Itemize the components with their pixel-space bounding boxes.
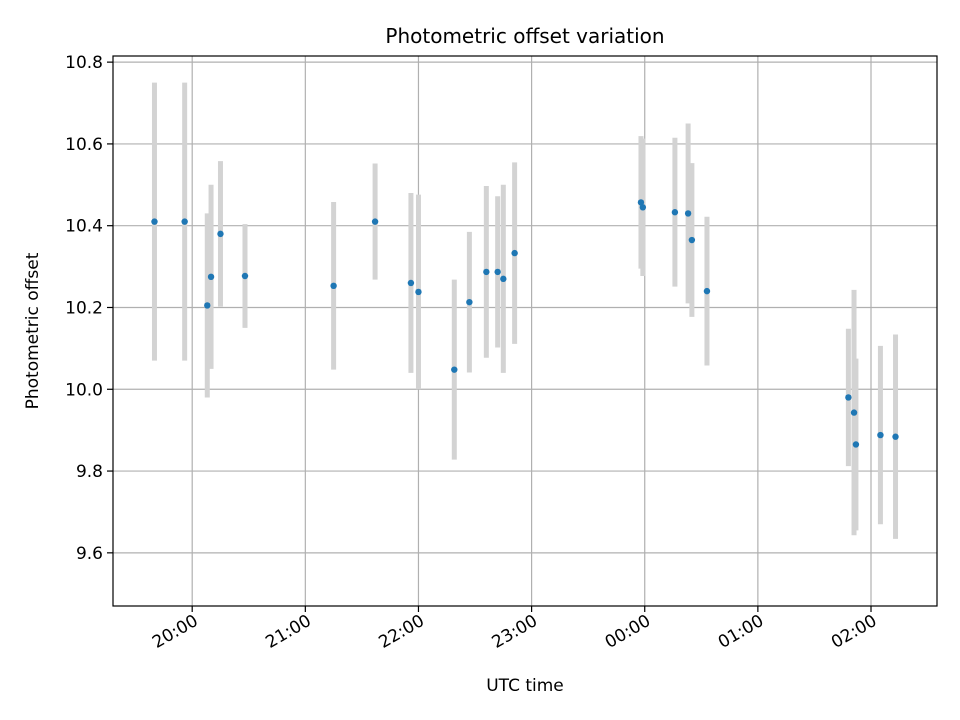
data-point: [330, 282, 337, 290]
y-axis: 9.6 9.8 10.0 10.2 10.4 10.6 10.8: [65, 53, 113, 564]
data-point: [877, 431, 884, 439]
y-tick-label: 10.2: [65, 298, 103, 318]
grid: [113, 56, 937, 606]
data-point: [181, 218, 188, 225]
y-tick-label: 10.6: [65, 135, 103, 155]
chart-title: Photometric offset variation: [385, 24, 664, 48]
data-point: [241, 272, 249, 280]
data-point: [850, 409, 858, 416]
y-tick-label: 10.0: [65, 380, 103, 400]
x-axis-label: UTC time: [486, 676, 564, 696]
y-tick-label: 10.8: [65, 53, 103, 73]
data-point: [483, 268, 490, 276]
data-point: [494, 268, 501, 276]
data-point: [500, 275, 507, 283]
data-point: [466, 298, 473, 306]
y-tick-label: 9.6: [76, 544, 103, 564]
data-point: [204, 302, 211, 309]
data-point: [371, 218, 379, 225]
data-point: [688, 236, 696, 244]
data-point: [639, 204, 647, 211]
data-point: [451, 366, 458, 373]
data-point: [511, 249, 518, 257]
data-point: [852, 441, 860, 448]
y-tick-label: 10.4: [65, 217, 103, 237]
y-tick-label: 9.8: [76, 462, 103, 482]
data-point: [407, 279, 415, 287]
data-point: [892, 433, 899, 440]
data-point: [415, 288, 422, 296]
data-point: [637, 199, 645, 206]
plot-frame: [112, 55, 938, 607]
data-point: [703, 287, 711, 295]
y-axis-label: Photometric offset: [23, 252, 43, 409]
data-point: [845, 394, 852, 401]
data-point: [207, 273, 215, 281]
data-point: [217, 230, 224, 238]
data-point: [684, 210, 692, 217]
data-points: [151, 199, 899, 448]
data-point: [151, 218, 158, 225]
data-point: [671, 209, 679, 216]
